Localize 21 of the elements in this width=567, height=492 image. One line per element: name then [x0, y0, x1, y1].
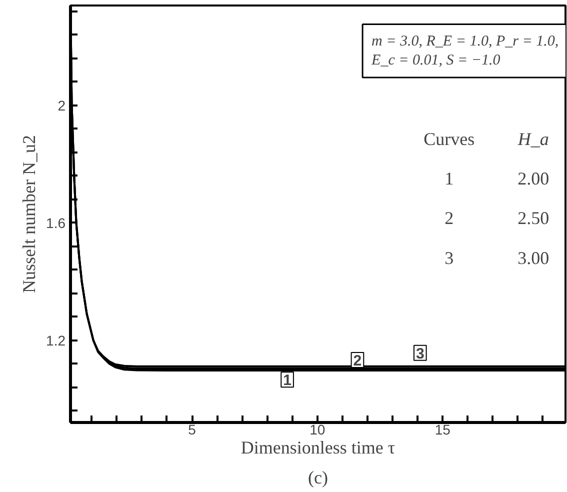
annotation: 2 — [444, 208, 454, 228]
x-tick-label: 10 — [310, 422, 326, 438]
y-axis-title: Nusselt number N_u2 — [19, 135, 40, 293]
annotation: m = 3.0, R_E = 1.0, P_r = 1.0, E_c = 0.01, S = −1.0 — [370, 33, 559, 68]
annotation: 3 — [416, 345, 424, 362]
x-tick-label: 15 — [434, 422, 451, 438]
annotation: 1 — [283, 372, 292, 390]
y-tick-label: 1.6 — [46, 214, 66, 231]
x-axis-title: Dimensionless time τ — [240, 438, 396, 458]
y-tick-label: 1.2 — [46, 332, 66, 348]
y-tick-label: 2 — [58, 97, 66, 114]
annotation: H_a — [516, 128, 549, 149]
annotation: Curves — [424, 128, 475, 149]
annotation: 2.50 — [518, 208, 550, 228]
annotation: 2.00 — [518, 168, 550, 189]
annotation: 1 — [444, 168, 454, 189]
annotation: 2 — [353, 352, 362, 370]
text: (c) — [308, 468, 328, 488]
annotation: 3.00 — [518, 248, 550, 268]
annotation: 3 — [444, 248, 454, 268]
x-tick-label: 5 — [188, 422, 196, 438]
